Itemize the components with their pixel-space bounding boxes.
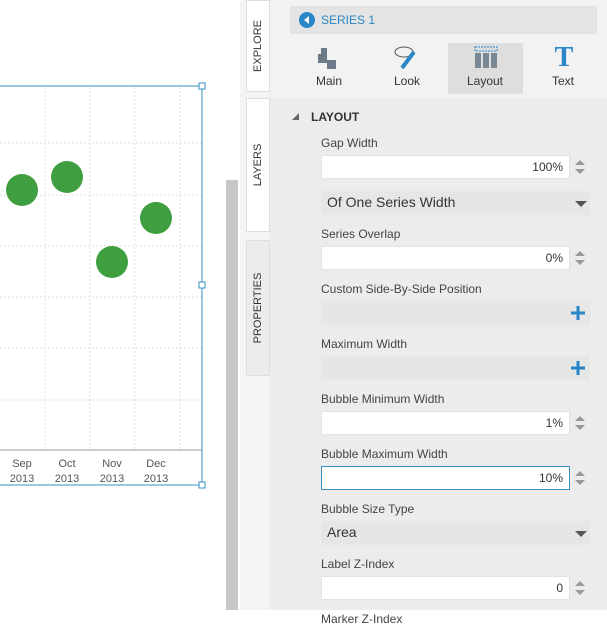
toolbar-button[interactable]: Main	[315, 74, 342, 88]
x-tick-label: Nov	[102, 458, 122, 470]
scrollbar[interactable]	[226, 180, 238, 610]
add-field	[321, 356, 590, 380]
tab-label: LAYERS	[252, 143, 264, 187]
side-tab[interactable]: EXPLORE	[246, 0, 270, 92]
toolbar-button[interactable]: Layout	[466, 74, 504, 88]
spin-input[interactable]: 100%	[321, 155, 570, 179]
tab-label: EXPLORE	[252, 20, 264, 72]
tab-label: PROPERTIES	[252, 272, 264, 344]
field-label: Bubble Maximum Width	[321, 447, 448, 461]
field-label: Maximum Width	[321, 337, 408, 351]
x-tick-label: Sep	[12, 458, 32, 470]
svg-text:T: T	[555, 44, 574, 73]
field-label: Bubble Minimum Width	[321, 392, 445, 406]
spin-input[interactable]: 0	[321, 576, 570, 600]
field-label: Gap Width	[321, 136, 378, 150]
dropdown[interactable]: Of One Series Width	[321, 191, 590, 215]
series-header[interactable]: SERIES 1	[290, 6, 597, 34]
field-label: Marker Z-Index	[321, 612, 403, 626]
chart-canvas: Sep 2013 Oct 2013 Nov 2013 Dec 2013	[0, 82, 206, 489]
add-field	[321, 301, 590, 325]
add-button[interactable]	[570, 305, 586, 321]
series-title: SERIES 1	[321, 13, 376, 27]
spin-input[interactable]: 1%	[321, 411, 570, 435]
x-tick-label: 2013	[10, 473, 34, 485]
grid	[0, 87, 202, 450]
x-tick-label: 2013	[55, 473, 79, 485]
selection-frame[interactable]	[0, 85, 203, 486]
field-label: Custom Side-By-Side Position	[321, 282, 482, 296]
spin-input[interactable]: 10%	[321, 466, 570, 490]
field-label: Label Z-Index	[321, 557, 395, 571]
bubbles	[6, 161, 172, 278]
toolbar-button[interactable]: Text	[551, 74, 574, 88]
section-title: LAYOUT	[311, 110, 360, 124]
x-tick-label: Oct	[58, 458, 75, 470]
field-label: Series Overlap	[321, 227, 401, 241]
side-tab[interactable]: PROPERTIES	[246, 240, 270, 376]
add-button[interactable]	[570, 360, 586, 376]
toolbar-icons: T	[318, 44, 574, 73]
x-tick-label: 2013	[144, 473, 168, 485]
x-tick-label: 2013	[100, 473, 124, 485]
field-label: Bubble Size Type	[321, 502, 415, 516]
dropdown[interactable]: Area	[321, 521, 590, 545]
x-tick-label: Dec	[146, 458, 166, 470]
toolbar-button[interactable]: Look	[393, 74, 421, 88]
spin-input[interactable]: 0%	[321, 246, 570, 270]
side-tab[interactable]: LAYERS	[246, 98, 270, 232]
